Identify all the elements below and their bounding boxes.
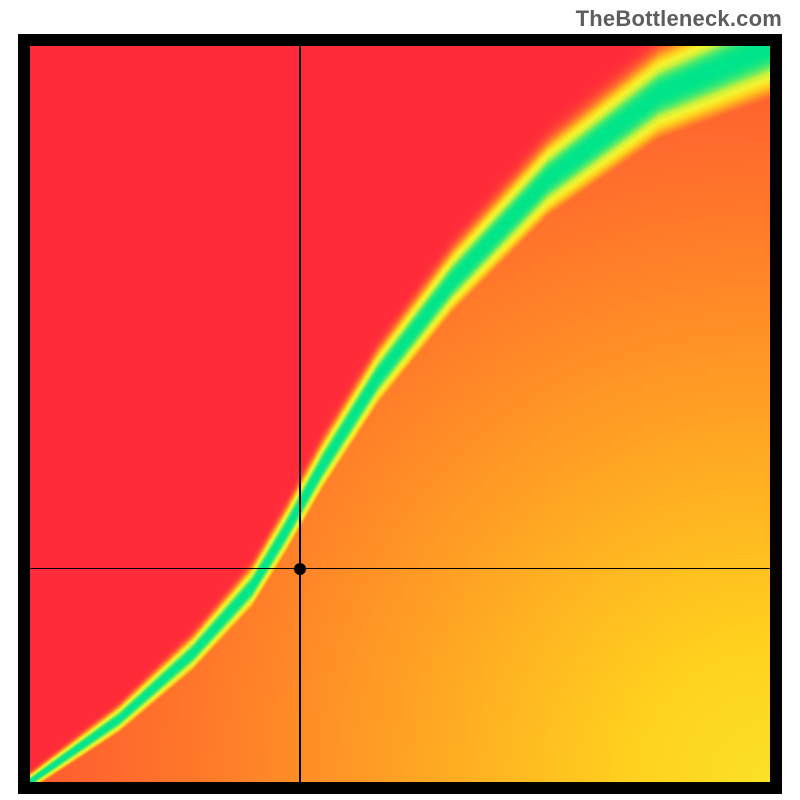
- root: TheBottleneck.com: [0, 0, 800, 800]
- crosshair-marker: [294, 563, 306, 575]
- heatmap-canvas: [30, 46, 770, 782]
- watermark-text: TheBottleneck.com: [576, 6, 782, 32]
- crosshair-vertical: [299, 46, 301, 782]
- crosshair-horizontal: [30, 568, 770, 570]
- heatmap-plot: [30, 46, 770, 782]
